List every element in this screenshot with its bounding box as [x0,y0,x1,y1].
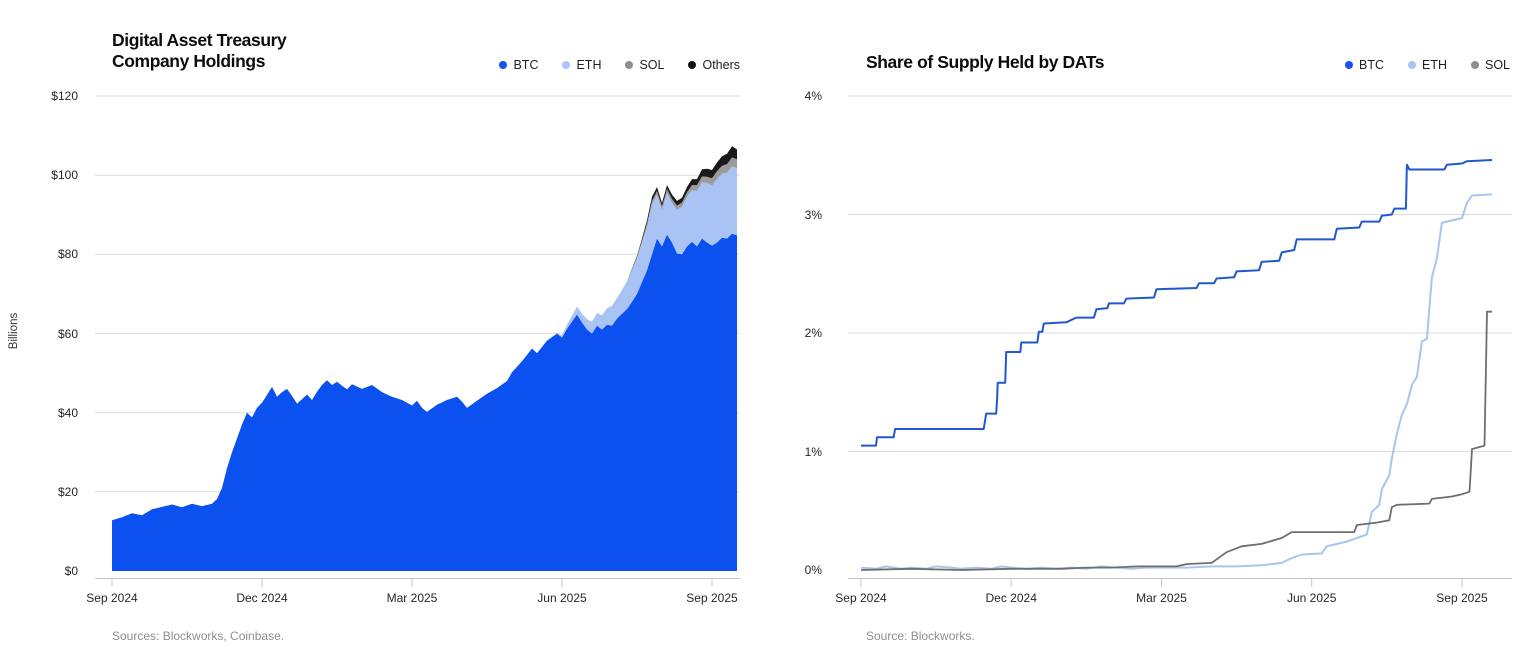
supply-chart-title: Share of Supply Held by DATs [866,52,1105,72]
x-axis-tick-label: Dec 2024 [236,591,288,605]
y-axis-tick-label: $60 [57,326,78,341]
supply-chart-legend: BTC ETH SOL [1344,57,1510,73]
y-axis-tick-label: $80 [57,247,78,262]
btc-legend-dot-icon [499,61,508,69]
line-series-btc [861,159,1493,447]
x-axis-tick-label: Jun 2025 [537,591,587,605]
x-axis-tick-label: Sep 2025 [686,591,738,605]
line-series-sol [860,310,1492,571]
legend-item-btc: BTC [1344,58,1384,72]
legend-item-label: ETH [1421,58,1447,72]
y-axis-tick-label: $20 [57,484,78,499]
y-axis-tick-label: $40 [57,405,78,420]
x-axis-tick-label: Sep 2024 [835,591,887,605]
eth-legend-dot-icon [562,61,571,69]
y-axis-tick-label: 2% [804,326,822,340]
y-axis-tick-label: $100 [51,168,78,183]
x-axis-tick-label: Sep 2025 [1436,591,1488,605]
others-legend-dot-icon [688,61,697,69]
legend-item-label: BTC [513,58,539,72]
legend-item-label: SOL [1484,58,1510,72]
legend-item-sol: SOL [625,58,664,72]
legend-item-others: Others [688,58,740,72]
legend-item-sol: SOL [1470,58,1510,72]
supply-chart-source: Source: Blockworks. [866,629,975,643]
legend-item-label: BTC [1358,58,1384,72]
y-axis-tick-label: 1% [804,444,822,459]
eth-legend-dot-icon [1407,61,1416,69]
legend-item-eth: ETH [1407,58,1447,72]
legend-item-label: ETH [576,58,602,72]
y-axis-tick-label: 4% [804,89,822,103]
y-axis-tick-label: 3% [804,207,822,222]
legend-item-eth: ETH [562,58,601,72]
holdings-chart-title: Digital Asset Treasury Company Holdings [112,30,287,72]
x-axis-tick-label: Jun 2025 [1286,591,1337,605]
sol-legend-dot-icon [625,61,634,69]
y-axis-tick-label: $0 [64,564,78,578]
legend-item-btc: BTC [499,58,538,72]
holdings-chart-title-line1: Digital Asset Treasury [112,30,287,50]
line-series-eth [860,193,1493,570]
holdings-chart-title-line2: Company Holdings [112,51,266,71]
legend-item-label: Others [702,58,740,72]
y-axis-tick-label: $120 [51,89,78,103]
btc-legend-dot-icon [1344,61,1353,69]
area-series-btc [112,233,737,572]
x-axis-tick-label: Sep 2024 [86,591,138,605]
y-axis-tick-label: 0% [804,563,822,577]
x-axis-tick-label: Mar 2025 [386,591,438,605]
legend-item-label: SOL [639,58,665,72]
holdings-chart-source: Sources: Blockworks, Coinbase. [112,629,285,643]
sol-legend-dot-icon [1470,61,1479,69]
x-axis-tick-label: Dec 2024 [985,591,1037,605]
x-axis-tick-label: Mar 2025 [1136,591,1187,605]
holdings-chart-legend: BTC ETH SOL Others [499,57,740,73]
